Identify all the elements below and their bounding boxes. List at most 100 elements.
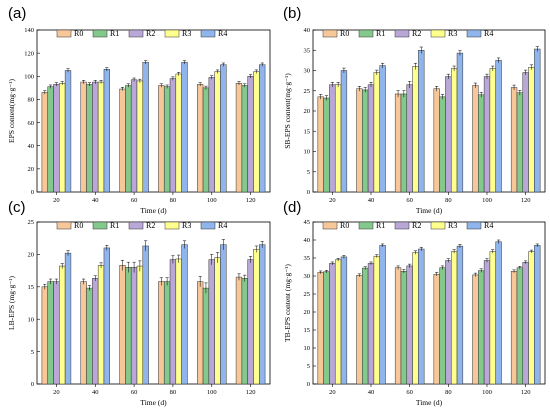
x-tick-label: 120	[521, 197, 531, 204]
bar-R1-80	[439, 96, 446, 193]
bar-R4-40	[379, 65, 386, 193]
legend-swatch-R2	[394, 221, 410, 230]
legend-swatch-R1	[92, 221, 108, 230]
legend-swatch-R0	[56, 29, 72, 38]
legend-swatch-R1	[92, 29, 108, 38]
chart-panel-2: 0 5 10 15 20 25 20 40 60 80 100 120 Time (d) LB-EPS (…	[7, 199, 271, 407]
y-tick-label: 0	[31, 189, 34, 196]
bar-R1-80	[439, 267, 446, 385]
bar-R3-80	[450, 68, 458, 193]
bar-R0-120	[235, 82, 243, 193]
x-tick-label: 20	[329, 389, 336, 396]
bar-R0-80	[433, 273, 440, 385]
bar-R1-40	[362, 267, 369, 385]
bar-R0-60	[119, 88, 126, 193]
bar-R0-120	[510, 87, 518, 193]
legend-label-R3: R3	[448, 29, 457, 38]
bar-R1-120	[241, 278, 248, 385]
panel-label: (b)	[283, 5, 301, 22]
bar-R4-40	[103, 247, 110, 385]
bar-R0-40	[80, 281, 87, 385]
legend-swatch-R3	[430, 221, 446, 230]
legend-swatch-R4	[200, 221, 216, 230]
y-tick-label: 45	[304, 219, 311, 226]
bar-R2-120	[522, 262, 529, 385]
bar-R0-100	[472, 85, 479, 193]
x-tick-label: 100	[207, 389, 217, 396]
legend-label-R0: R0	[340, 221, 349, 230]
bar-R4-120	[259, 64, 266, 193]
x-tick-label: 100	[482, 197, 492, 204]
bar-R0-20	[317, 272, 324, 385]
bar-R1-100	[478, 94, 485, 193]
legend: R0 R1 R2 R3 R4	[322, 221, 493, 230]
bar-R3-100	[489, 68, 496, 193]
y-tick-label: 5	[307, 169, 310, 176]
y-tick-label: 10	[304, 345, 311, 352]
y-tick-label: 35	[304, 47, 311, 54]
x-tick-label: 120	[246, 197, 256, 204]
legend-swatch-R3	[164, 29, 180, 38]
bar-R2-60	[130, 79, 138, 193]
legend-label-R4: R4	[218, 29, 227, 38]
y-tick-label: 5	[31, 349, 34, 356]
chart-panel-3: 0 5 10 15 20 25 30 35 40 45 20 40 60 80 100 120 Time (d)…	[283, 199, 546, 407]
x-axis-title: Time (d)	[140, 206, 167, 215]
legend-label-R3: R3	[448, 221, 457, 230]
bar-R2-40	[367, 263, 375, 385]
bar-R1-40	[362, 89, 369, 193]
bar-R4-80	[181, 244, 188, 385]
x-axis-title: Time (d)	[416, 206, 443, 215]
bar-R2-60	[406, 265, 413, 385]
bar-R1-60	[400, 271, 408, 385]
legend: R0 R1 R2 R3 R4	[56, 221, 227, 230]
bar-R3-60	[412, 66, 419, 193]
bar-R0-100	[197, 281, 204, 385]
x-tick-label: 80	[445, 389, 452, 396]
bar-R0-20	[317, 96, 324, 193]
legend-swatch-R2	[394, 29, 410, 38]
x-axis-title: Time (d)	[416, 398, 443, 407]
y-tick-label: 35	[304, 255, 311, 262]
bar-R2-20	[329, 263, 336, 385]
bar-R2-80	[169, 259, 177, 385]
x-tick-label: 20	[329, 197, 336, 204]
bar-R3-100	[489, 251, 496, 385]
bar-R4-80	[456, 245, 464, 385]
x-tick-label: 60	[406, 197, 413, 204]
y-tick-label: 25	[28, 219, 35, 226]
legend-label-R2: R2	[412, 221, 421, 230]
bar-R1-20	[47, 86, 54, 193]
bar-R4-20	[340, 256, 348, 385]
y-axis-title: TB-EPS content (mg·g⁻¹)	[283, 264, 292, 342]
bar-R2-80	[445, 260, 452, 385]
legend-label-R0: R0	[74, 221, 83, 230]
bar-R3-20	[59, 265, 66, 385]
bar-R1-100	[202, 287, 210, 385]
bar-R0-80	[158, 85, 165, 193]
bar-R0-60	[394, 267, 402, 385]
bar-R2-20	[329, 84, 336, 193]
x-tick-label: 100	[482, 389, 492, 396]
y-tick-label: 140	[24, 27, 34, 34]
x-tick-label: 20	[53, 197, 60, 204]
bar-R0-40	[80, 81, 87, 193]
y-tick-label: 5	[307, 363, 310, 370]
x-tick-label: 80	[445, 197, 452, 204]
bar-R2-60	[406, 84, 413, 193]
legend-label-R2: R2	[146, 29, 155, 38]
x-tick-label: 40	[92, 197, 99, 204]
legend-label-R4: R4	[218, 221, 227, 230]
bar-R1-80	[163, 281, 171, 385]
y-tick-label: 0	[307, 189, 310, 196]
y-axis-title: SB-EPS content(mg·g⁻¹)	[283, 73, 292, 149]
bar-R2-80	[169, 78, 177, 193]
x-tick-label: 40	[92, 389, 99, 396]
bar-R3-40	[97, 265, 105, 385]
bar-R4-60	[418, 50, 425, 193]
legend-label-R3: R3	[182, 29, 191, 38]
y-tick-label: 80	[28, 97, 35, 104]
legend-label-R1: R1	[110, 29, 119, 38]
legend-swatch-R3	[430, 29, 446, 38]
